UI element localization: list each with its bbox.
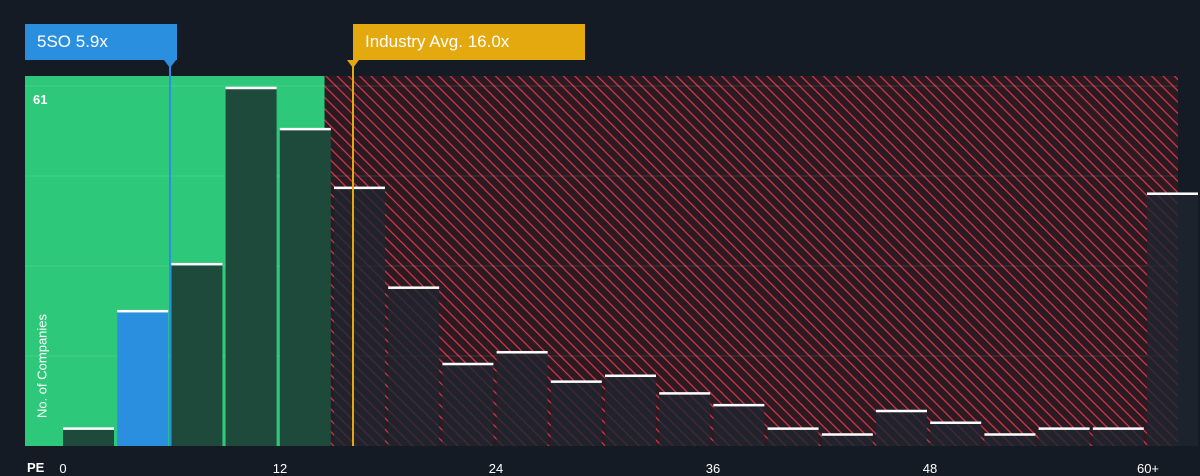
- histogram-bar: [767, 428, 819, 446]
- histogram-bar: [659, 393, 711, 446]
- industry-average-tag: Industry Avg. 16.0x: [353, 24, 585, 60]
- histogram-bar-top: [388, 286, 440, 289]
- histogram-bar-top: [1147, 192, 1198, 195]
- histogram-bar: [1038, 428, 1090, 446]
- histogram-bar: [930, 422, 982, 446]
- x-tick-label: 0: [59, 461, 66, 476]
- histogram-bar: [388, 287, 440, 446]
- histogram-bar-top: [334, 186, 385, 190]
- industry-avg-marker-pointer: [347, 60, 359, 68]
- histogram-bar-top: [442, 362, 494, 366]
- histogram-bar: [876, 410, 927, 446]
- histogram-bar: [821, 434, 873, 446]
- x-axis-prefix: PE: [27, 460, 45, 475]
- histogram-bar-top: [117, 309, 169, 313]
- histogram-bar: [334, 187, 385, 447]
- histogram-bar-top: [659, 392, 711, 395]
- histogram-bar-top: [821, 433, 873, 436]
- histogram-bar-top: [605, 374, 656, 378]
- histogram-bar: [984, 434, 1036, 446]
- histogram-bar-top: [876, 409, 927, 413]
- y-axis-title: No. of Companies: [34, 313, 50, 419]
- x-tick-label: 24: [489, 461, 503, 476]
- histogram-bar: [63, 428, 114, 446]
- histogram-bar-top: [930, 421, 982, 425]
- x-tick-label: 36: [706, 461, 720, 476]
- histogram-bar: [442, 363, 494, 446]
- histogram-bar: [496, 352, 548, 446]
- histogram-bar-top: [1038, 427, 1090, 430]
- histogram-bar: [279, 128, 331, 446]
- histogram-bar-top: [63, 427, 114, 430]
- histogram-bar-top: [1092, 427, 1144, 430]
- histogram-bar: [550, 381, 602, 446]
- histogram-bar: [171, 263, 223, 446]
- histogram-bar-top: [496, 351, 548, 354]
- histogram-bar: [1092, 428, 1144, 446]
- x-tick-label: 48: [923, 461, 937, 476]
- x-tick-label: 12: [273, 461, 287, 476]
- company-pe-marker-pointer: [164, 60, 176, 68]
- company-pe-tag: 5SO 5.9x: [25, 24, 177, 60]
- x-tick-label: 60+: [1137, 461, 1159, 476]
- histogram-bar: [605, 375, 656, 446]
- histogram-bar-top: [984, 433, 1036, 436]
- histogram-bar: [1147, 193, 1198, 446]
- histogram-bar-top: [713, 403, 765, 407]
- histogram-bar-top: [550, 380, 602, 383]
- histogram-bar-top: [767, 427, 819, 430]
- histogram-bar-top: [171, 262, 223, 266]
- histogram-bar: [117, 310, 169, 446]
- histogram-bar-top: [225, 86, 277, 90]
- histogram-bar-top: [279, 127, 331, 131]
- histogram-bar: [225, 87, 277, 446]
- y-max-label: 61: [33, 92, 48, 107]
- histogram-bar: [713, 404, 765, 446]
